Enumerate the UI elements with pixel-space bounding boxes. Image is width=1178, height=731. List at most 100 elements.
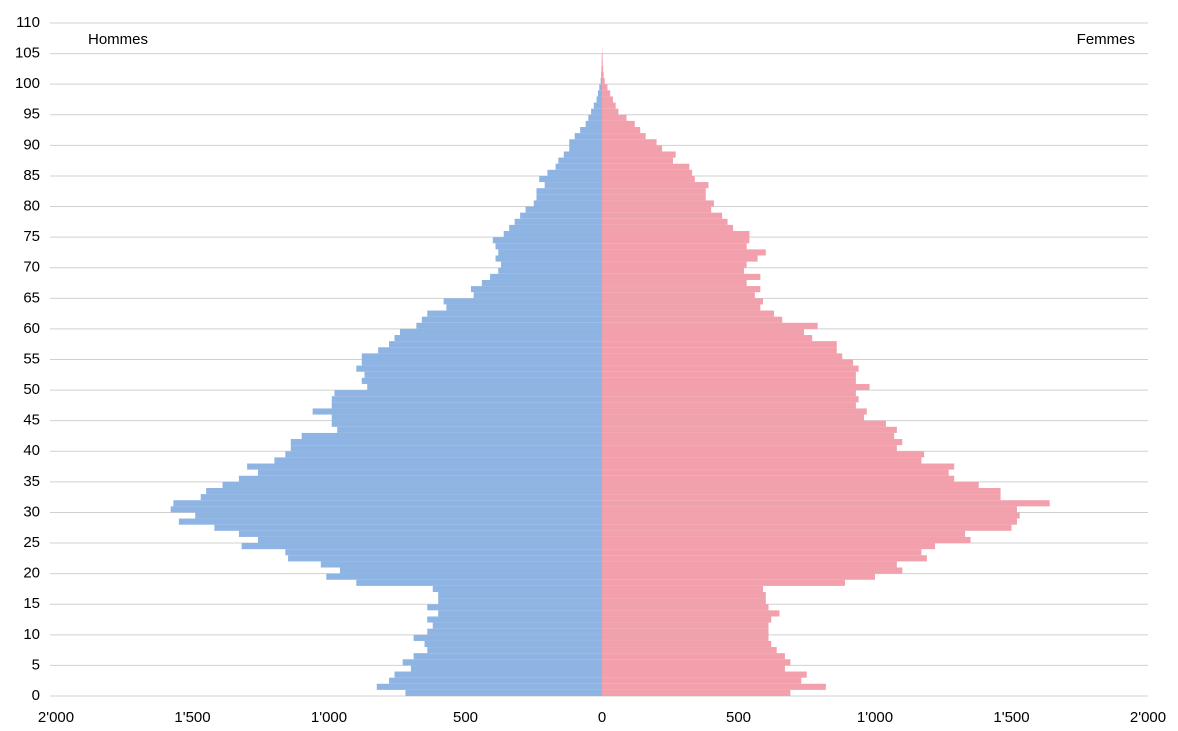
bar bbox=[200, 494, 602, 501]
bar bbox=[498, 249, 602, 256]
bar bbox=[602, 616, 772, 623]
bar bbox=[495, 255, 602, 262]
bar bbox=[602, 261, 747, 268]
bar bbox=[173, 500, 602, 507]
bar bbox=[602, 157, 673, 164]
bar bbox=[602, 279, 747, 287]
bar bbox=[602, 402, 856, 409]
x-tick-label: 1'000 bbox=[311, 709, 347, 726]
bar bbox=[481, 279, 602, 287]
bar bbox=[427, 310, 602, 317]
bar bbox=[602, 408, 867, 415]
bar bbox=[356, 365, 602, 372]
bar bbox=[602, 182, 709, 189]
bar bbox=[602, 243, 747, 250]
bar bbox=[361, 353, 602, 360]
bar bbox=[206, 487, 602, 495]
bar bbox=[498, 267, 602, 274]
y-tick-label: 75 bbox=[23, 228, 40, 245]
bar bbox=[438, 598, 602, 605]
bar bbox=[602, 139, 657, 146]
bar bbox=[602, 481, 979, 488]
bar bbox=[602, 108, 619, 115]
bar bbox=[410, 665, 602, 672]
y-tick-label: 105 bbox=[15, 45, 40, 62]
bar bbox=[602, 96, 613, 103]
bar bbox=[356, 579, 602, 586]
bar bbox=[602, 487, 1001, 495]
bar bbox=[178, 518, 602, 525]
bar bbox=[558, 157, 602, 164]
bar bbox=[320, 561, 602, 568]
bar bbox=[432, 622, 602, 629]
bar bbox=[470, 286, 602, 293]
bar bbox=[597, 90, 602, 97]
x-tick-label: 0 bbox=[598, 709, 606, 726]
bar bbox=[389, 341, 602, 348]
bar bbox=[602, 475, 955, 482]
bar bbox=[602, 335, 813, 342]
y-tick-label: 95 bbox=[23, 106, 40, 123]
bar bbox=[394, 671, 602, 678]
bar bbox=[602, 383, 870, 391]
bar bbox=[601, 65, 602, 72]
bar bbox=[602, 555, 927, 562]
bar bbox=[331, 414, 602, 421]
legend-label: Femmes bbox=[1077, 31, 1135, 48]
bar bbox=[525, 206, 602, 213]
bar bbox=[574, 133, 602, 140]
bar bbox=[602, 298, 764, 305]
bar bbox=[602, 151, 676, 158]
bar bbox=[602, 414, 865, 421]
bar bbox=[602, 677, 802, 684]
bar bbox=[331, 396, 602, 403]
bar bbox=[602, 322, 818, 329]
bar bbox=[547, 169, 602, 176]
bar bbox=[602, 102, 616, 109]
bar bbox=[413, 634, 602, 641]
bar bbox=[602, 640, 772, 648]
bar bbox=[602, 567, 903, 574]
bar bbox=[602, 200, 714, 207]
bar bbox=[602, 604, 769, 611]
y-tick-label: 60 bbox=[23, 320, 40, 337]
bar bbox=[602, 585, 764, 592]
bar bbox=[599, 84, 602, 91]
bar bbox=[596, 96, 602, 103]
bar bbox=[301, 432, 602, 440]
y-tick-label: 90 bbox=[23, 136, 40, 153]
bar bbox=[427, 604, 602, 611]
bar bbox=[602, 365, 859, 372]
bar bbox=[602, 84, 608, 91]
bar bbox=[222, 481, 602, 488]
bar bbox=[334, 390, 602, 397]
bar bbox=[602, 175, 695, 183]
bar bbox=[602, 341, 837, 348]
bar bbox=[602, 120, 635, 128]
x-tick-label: 1'000 bbox=[857, 709, 893, 726]
bar bbox=[536, 194, 602, 201]
y-tick-label: 80 bbox=[23, 198, 40, 215]
bar bbox=[602, 127, 641, 134]
bar bbox=[602, 328, 805, 336]
bar bbox=[585, 120, 602, 128]
bar bbox=[421, 316, 602, 323]
bar bbox=[602, 610, 780, 617]
y-tick-label: 30 bbox=[23, 503, 40, 520]
bar bbox=[602, 71, 604, 79]
bar bbox=[376, 683, 602, 690]
bar bbox=[602, 439, 903, 446]
bar bbox=[602, 145, 663, 152]
bar bbox=[602, 237, 750, 244]
y-tick-label: 15 bbox=[23, 595, 40, 612]
bar bbox=[367, 383, 602, 391]
bar bbox=[170, 506, 602, 513]
bar bbox=[602, 310, 774, 317]
bar bbox=[495, 243, 602, 250]
bar bbox=[602, 273, 761, 280]
y-tick-label: 85 bbox=[23, 167, 40, 184]
bar bbox=[424, 640, 602, 648]
y-tick-label: 40 bbox=[23, 442, 40, 459]
x-tick-label: 1'500 bbox=[174, 709, 210, 726]
y-tick-label: 70 bbox=[23, 259, 40, 276]
